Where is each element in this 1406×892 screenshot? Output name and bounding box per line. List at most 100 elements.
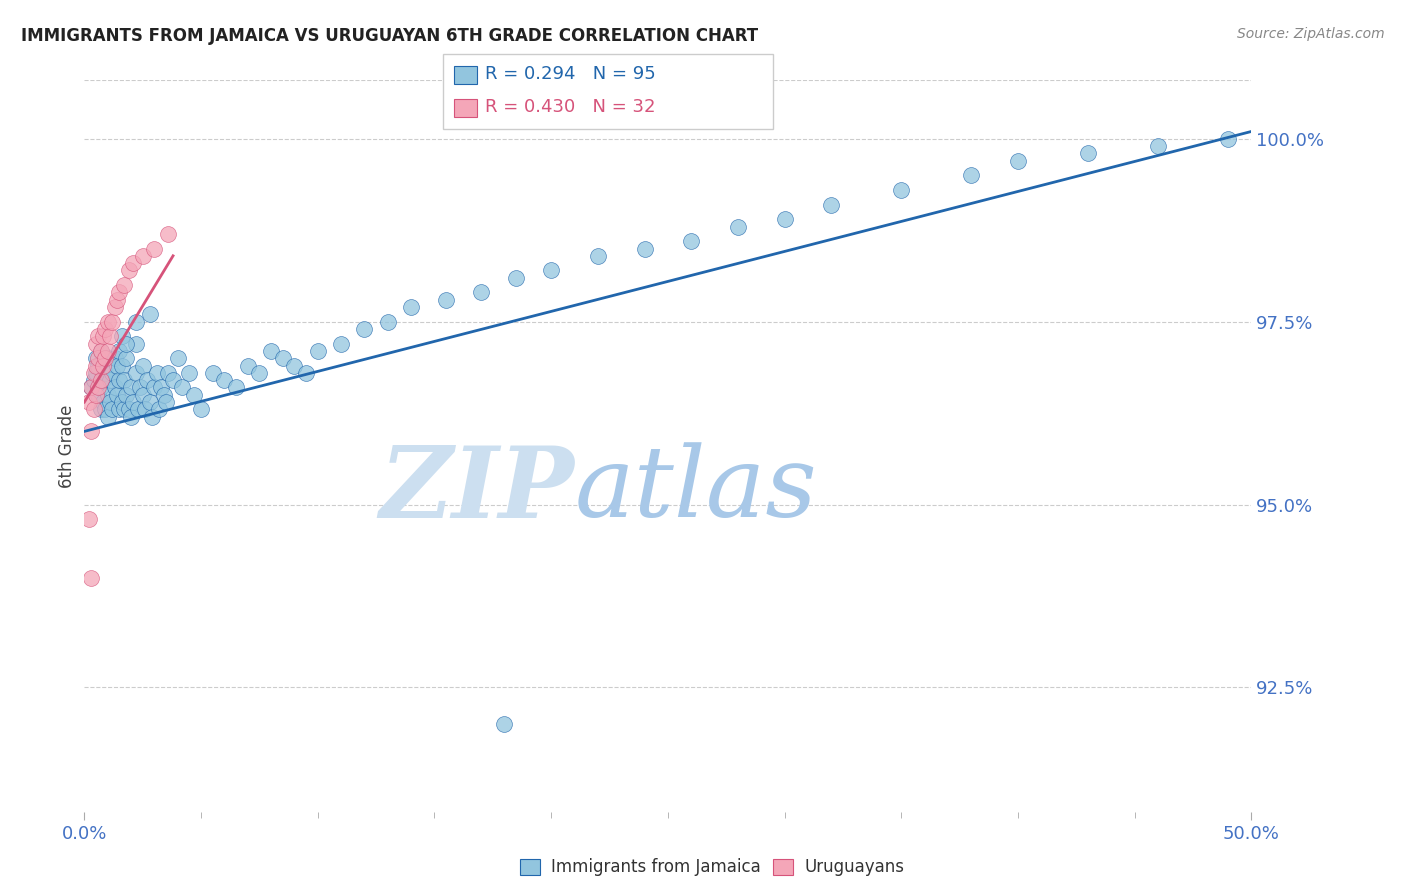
Point [83, 373, 105, 387]
Point [94, 322, 117, 336]
Point [125, 315, 148, 329]
Point [1216, 132, 1239, 146]
Point [434, 293, 457, 307]
Point [87, 380, 110, 394]
Text: Uruguayans: Uruguayans [804, 858, 904, 876]
Point [681, 234, 703, 248]
Point [105, 359, 128, 373]
Point [98, 373, 121, 387]
Point [132, 388, 155, 402]
Point [111, 329, 134, 343]
Point [80, 425, 103, 439]
Point [84, 388, 107, 402]
Point [125, 336, 148, 351]
Point [633, 242, 655, 256]
Point [125, 366, 148, 380]
Point [118, 263, 141, 277]
Point [1147, 139, 1170, 153]
Point [727, 219, 749, 234]
Point [132, 249, 155, 263]
Point [105, 293, 128, 307]
Point [90, 343, 112, 358]
Point [138, 307, 160, 321]
Point [87, 351, 110, 366]
Point [90, 380, 112, 394]
Text: R = 0.430   N = 32: R = 0.430 N = 32 [485, 98, 655, 116]
Point [105, 388, 128, 402]
Point [166, 351, 188, 366]
Point [470, 285, 492, 300]
Point [148, 402, 170, 417]
Point [111, 359, 134, 373]
Point [90, 402, 112, 417]
Point [108, 285, 131, 300]
Point [122, 395, 145, 409]
Text: IMMIGRANTS FROM JAMAICA VS URUGUAYAN 6TH GRADE CORRELATION CHART: IMMIGRANTS FROM JAMAICA VS URUGUAYAN 6TH… [21, 27, 758, 45]
Point [586, 249, 609, 263]
Point [97, 388, 120, 402]
Point [494, 717, 516, 731]
Text: Immigrants from Jamaica: Immigrants from Jamaica [551, 858, 761, 876]
Point [97, 343, 120, 358]
Point [540, 263, 562, 277]
Point [118, 402, 141, 417]
Point [271, 351, 294, 366]
Point [84, 366, 107, 380]
Point [1007, 153, 1029, 168]
Point [157, 227, 180, 241]
Text: Source: ZipAtlas.com: Source: ZipAtlas.com [1237, 27, 1385, 41]
Point [115, 336, 138, 351]
Point [108, 373, 131, 387]
Point [134, 402, 156, 417]
Point [283, 359, 305, 373]
Point [236, 359, 259, 373]
Point [141, 409, 163, 424]
Point [80, 380, 103, 394]
Point [90, 373, 112, 387]
Point [307, 343, 329, 358]
Point [112, 278, 135, 293]
Point [201, 366, 224, 380]
Point [260, 343, 283, 358]
Point [84, 359, 107, 373]
Y-axis label: 6th Grade: 6th Grade [58, 404, 76, 488]
Point [77, 512, 100, 526]
Point [214, 373, 236, 387]
Point [377, 315, 399, 329]
Point [98, 395, 121, 409]
Point [295, 366, 318, 380]
Point [143, 242, 166, 256]
Point [90, 343, 112, 358]
Point [97, 409, 120, 424]
Point [120, 380, 142, 394]
Point [143, 380, 166, 394]
Point [157, 366, 180, 380]
Point [225, 380, 247, 394]
Point [353, 322, 375, 336]
Point [104, 380, 127, 394]
Point [155, 395, 177, 409]
Point [97, 315, 120, 329]
Point [77, 395, 100, 409]
Point [249, 366, 271, 380]
Point [91, 359, 114, 373]
Point [120, 409, 142, 424]
Point [1077, 146, 1099, 161]
Point [98, 329, 121, 343]
Point [91, 395, 114, 409]
Point [112, 373, 135, 387]
Point [122, 256, 145, 270]
Point [145, 366, 167, 380]
Point [152, 388, 174, 402]
Text: R = 0.294   N = 95: R = 0.294 N = 95 [485, 65, 655, 83]
Point [112, 402, 135, 417]
Point [84, 336, 107, 351]
Text: atlas: atlas [575, 442, 817, 538]
Point [890, 183, 912, 197]
Point [101, 366, 124, 380]
Point [111, 395, 134, 409]
Point [132, 359, 155, 373]
Point [104, 351, 127, 366]
Point [399, 300, 422, 314]
Point [773, 212, 796, 227]
